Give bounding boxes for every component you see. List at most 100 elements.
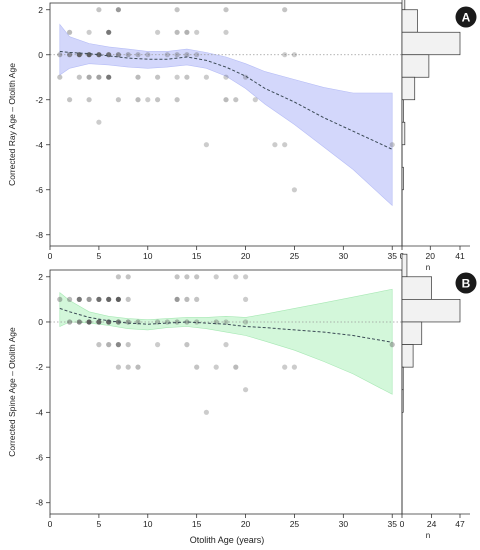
data-point xyxy=(115,7,121,13)
histogram-bar xyxy=(401,366,404,391)
data-point xyxy=(145,52,151,58)
data-point xyxy=(243,387,249,393)
x-axis-label: Otolith Age (years) xyxy=(190,535,265,545)
histogram-bar xyxy=(401,166,404,191)
data-point xyxy=(194,364,200,370)
histogram-bar xyxy=(401,389,404,413)
data-point xyxy=(57,74,63,80)
data-point xyxy=(96,74,102,80)
data-point xyxy=(86,29,92,35)
data-point xyxy=(291,364,297,370)
data-point xyxy=(106,342,112,348)
data-point xyxy=(164,52,170,58)
data-point xyxy=(106,29,112,35)
data-point xyxy=(86,52,92,58)
data-point xyxy=(243,74,249,80)
data-point xyxy=(96,319,102,325)
panel-badge xyxy=(455,6,477,28)
histogram-tick-label: 47 xyxy=(455,519,465,529)
data-point xyxy=(223,319,229,325)
data-point xyxy=(115,274,121,280)
data-point xyxy=(282,142,288,148)
y-axis-label: Corrected Ray Age – Otolith Age xyxy=(7,63,17,186)
data-point xyxy=(86,97,92,103)
data-point xyxy=(67,319,73,325)
trend-line xyxy=(59,50,393,150)
x-tick-label: 10 xyxy=(143,251,153,261)
x-tick-label: 35 xyxy=(387,251,397,261)
data-point xyxy=(233,364,239,370)
histogram-tick-label: 20 xyxy=(426,251,436,261)
data-point xyxy=(125,52,131,58)
data-point xyxy=(282,52,288,58)
y-tick-label: 2 xyxy=(38,272,43,282)
data-point xyxy=(233,274,239,280)
y-tick-label: -6 xyxy=(35,453,43,463)
confidence-band xyxy=(59,288,393,395)
data-point xyxy=(243,296,249,302)
y-tick-label: -6 xyxy=(35,185,43,195)
data-point xyxy=(184,319,190,325)
data-point xyxy=(233,97,239,103)
data-point xyxy=(194,319,200,325)
data-point xyxy=(125,274,131,280)
data-point xyxy=(57,296,63,302)
histogram-bar xyxy=(401,99,404,123)
data-point xyxy=(194,296,200,302)
data-point xyxy=(155,29,161,35)
histogram-bar xyxy=(401,321,423,345)
histogram-tick-label: 24 xyxy=(427,519,437,529)
data-point xyxy=(213,364,219,370)
histogram-bar xyxy=(401,344,414,368)
data-point xyxy=(155,97,161,103)
data-point xyxy=(223,97,229,103)
data-point xyxy=(106,74,112,80)
histogram-bar xyxy=(401,0,406,11)
y-tick-label: -8 xyxy=(35,498,43,508)
x-tick-label: 30 xyxy=(339,519,349,529)
data-point xyxy=(76,296,82,302)
y-tick-label: 0 xyxy=(38,317,43,327)
panel-badge-label: B xyxy=(462,277,471,291)
data-point xyxy=(135,52,141,58)
data-point xyxy=(203,409,209,415)
data-point xyxy=(223,74,229,80)
data-point xyxy=(203,74,209,80)
histogram-bar xyxy=(401,121,406,146)
data-point xyxy=(86,296,92,302)
data-point xyxy=(76,74,82,80)
x-tick-label: 15 xyxy=(192,519,202,529)
data-point xyxy=(174,296,180,302)
data-point xyxy=(115,296,121,302)
data-point xyxy=(96,119,102,125)
data-point xyxy=(96,296,102,302)
histogram-bar xyxy=(401,9,418,33)
histogram-bar xyxy=(401,253,408,278)
data-point xyxy=(125,319,131,325)
histogram-n-label: n xyxy=(426,263,430,272)
data-point xyxy=(125,364,131,370)
data-point xyxy=(115,342,121,348)
data-point xyxy=(213,274,219,280)
data-point xyxy=(194,274,200,280)
data-point xyxy=(174,52,180,58)
y-tick-label: 0 xyxy=(38,50,43,60)
x-tick-label: 35 xyxy=(387,519,397,529)
data-point xyxy=(184,29,190,35)
x-tick-label: 30 xyxy=(339,251,349,261)
histogram-bar xyxy=(401,54,430,78)
data-point xyxy=(184,52,190,58)
data-point xyxy=(272,142,278,148)
x-tick-label: 25 xyxy=(290,519,300,529)
histogram-bar xyxy=(401,276,432,300)
data-point xyxy=(135,97,141,103)
data-point xyxy=(164,319,170,325)
data-point xyxy=(291,187,297,193)
data-point xyxy=(194,29,200,35)
y-tick-label: 2 xyxy=(38,5,43,15)
data-point xyxy=(67,296,73,302)
data-point xyxy=(282,364,288,370)
data-point xyxy=(174,97,180,103)
